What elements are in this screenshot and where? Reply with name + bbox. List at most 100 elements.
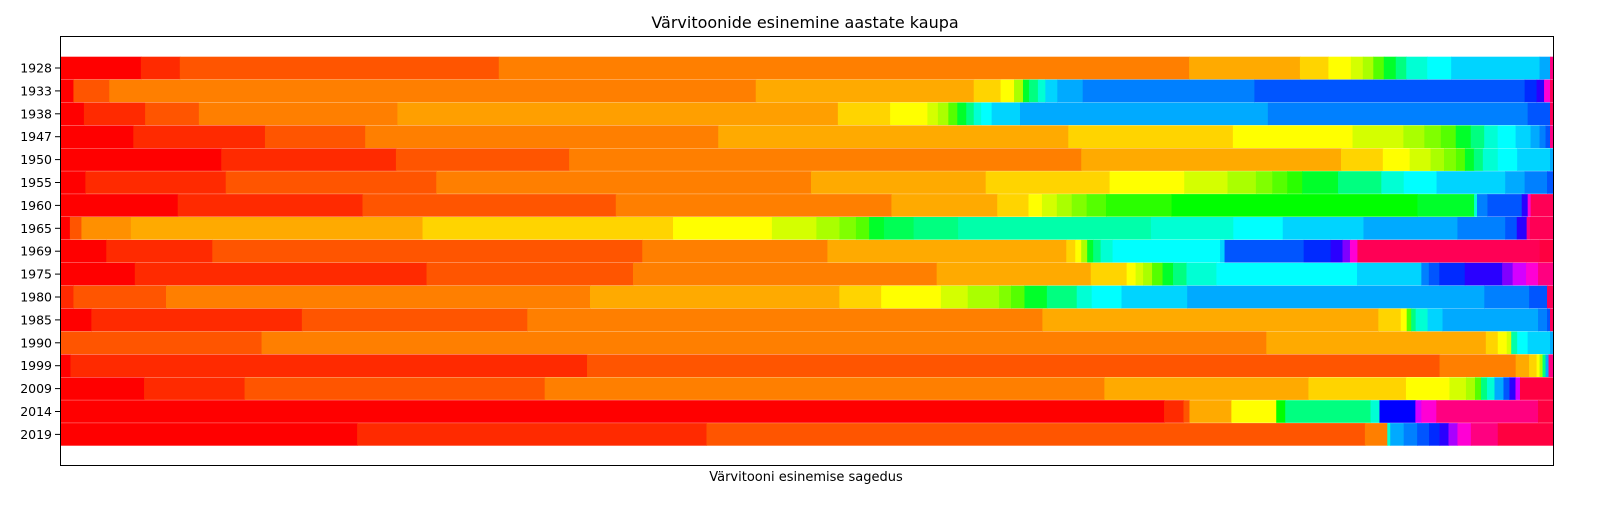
bar-segment [1421, 262, 1430, 286]
bar-segment [436, 171, 812, 194]
bar-segment [1162, 262, 1174, 286]
bar-segment [1511, 331, 1518, 355]
bar-segment [1090, 262, 1128, 286]
bar-segment [1403, 171, 1438, 194]
bar-segment [1470, 423, 1499, 446]
bar-segment [60, 239, 107, 263]
bar-segment [1457, 423, 1472, 446]
bar-segment [855, 217, 870, 240]
bar-segment [1550, 102, 1554, 126]
bar-segment [937, 102, 949, 126]
bar-segment [985, 171, 1111, 194]
bar-segment [1081, 148, 1342, 171]
bar-row-1965 [60, 217, 1554, 240]
bar-segment [1183, 400, 1191, 423]
bar-segment [1424, 125, 1442, 148]
bar-segment [1524, 79, 1538, 103]
bar-segment [1430, 148, 1445, 171]
bar-segment [1529, 354, 1538, 377]
bar-segment [1352, 125, 1404, 148]
bar-segment [1046, 285, 1078, 309]
bar-segment [927, 102, 939, 126]
y-tick-label: 1965 [20, 221, 52, 236]
bar-segment [1494, 377, 1505, 400]
bar-segment [1109, 171, 1185, 194]
bar-segment [106, 239, 213, 263]
bar-segment [1068, 125, 1234, 148]
bar-segment [1112, 239, 1221, 263]
bar-segment [130, 217, 424, 240]
bar-segment [357, 423, 708, 446]
bar-segment [60, 331, 263, 355]
bar-row-1975 [60, 262, 1554, 286]
bar-segment [1014, 79, 1024, 103]
bar-segment [1011, 285, 1026, 309]
bar-segment [144, 377, 246, 400]
bar-segment [60, 354, 72, 377]
bar-segment [940, 285, 969, 309]
y-tick-label: 1928 [20, 61, 52, 76]
bar-segment [1045, 79, 1058, 103]
bar-segment [1505, 217, 1518, 240]
bar-segment [1439, 354, 1517, 377]
bar-segment [1362, 56, 1374, 80]
bar-segment [1517, 331, 1529, 355]
bar-segment [397, 102, 839, 126]
bar-segment [85, 171, 227, 194]
bar-segment [1517, 148, 1551, 171]
bar-row-1985 [60, 308, 1554, 332]
bar-segment [1081, 239, 1088, 263]
bar-segment [1442, 308, 1539, 332]
bar-segment [1505, 171, 1526, 194]
bar-segment [973, 79, 1002, 103]
bar-segment [890, 102, 929, 126]
bar-segment [1087, 239, 1094, 263]
bar-segment [198, 102, 399, 126]
bar-segment [1287, 171, 1303, 194]
bar-segment [1527, 194, 1532, 217]
bar-segment [1276, 400, 1286, 423]
y-tick-label: 1990 [20, 335, 52, 350]
chart-title: Värvitoonide esinemine aastate kaupa [651, 13, 958, 32]
bar-segment [997, 194, 1030, 217]
bar-segment [1381, 171, 1405, 194]
bar-segment [1104, 377, 1310, 400]
bar-segment [1266, 331, 1487, 355]
bar-segment [891, 194, 998, 217]
bar-segment [967, 285, 1000, 309]
y-tick-label: 1980 [20, 290, 52, 305]
bar-segment [1364, 423, 1388, 446]
bar-segment [1550, 125, 1554, 148]
bar-segment [1509, 377, 1517, 400]
bar-segment [1497, 148, 1518, 171]
bar-segment [957, 102, 967, 126]
bar-segment [1428, 262, 1440, 286]
bar-segment [1451, 56, 1541, 80]
bar-segment [1526, 217, 1531, 240]
bar-segment [839, 285, 882, 309]
bar-segment [1299, 56, 1329, 80]
bar-row-1933 [60, 79, 1554, 103]
bar-segment [1042, 308, 1379, 332]
bar-segment [1224, 239, 1305, 263]
bar-segment [166, 285, 591, 309]
bar-segment [60, 56, 142, 80]
bar-segment [395, 148, 570, 171]
bar-segment [1550, 148, 1554, 171]
bar-segment [1482, 148, 1499, 171]
bar-segment [1487, 194, 1523, 217]
bar-segment [1135, 262, 1144, 286]
bar-segment [1406, 308, 1412, 332]
bar-segment [881, 285, 942, 309]
bar-segment [1550, 79, 1554, 103]
bar-segment [1400, 308, 1408, 332]
bar-segment [244, 377, 546, 400]
bar-segment [948, 102, 958, 126]
bar-segment [1395, 56, 1407, 80]
bar-segment [140, 56, 181, 80]
bar-segment [1411, 308, 1417, 332]
bar-segment [1227, 171, 1257, 194]
bar-segment [1342, 239, 1351, 263]
y-tick-label: 1969 [20, 244, 52, 259]
bar-segment [1547, 285, 1554, 309]
